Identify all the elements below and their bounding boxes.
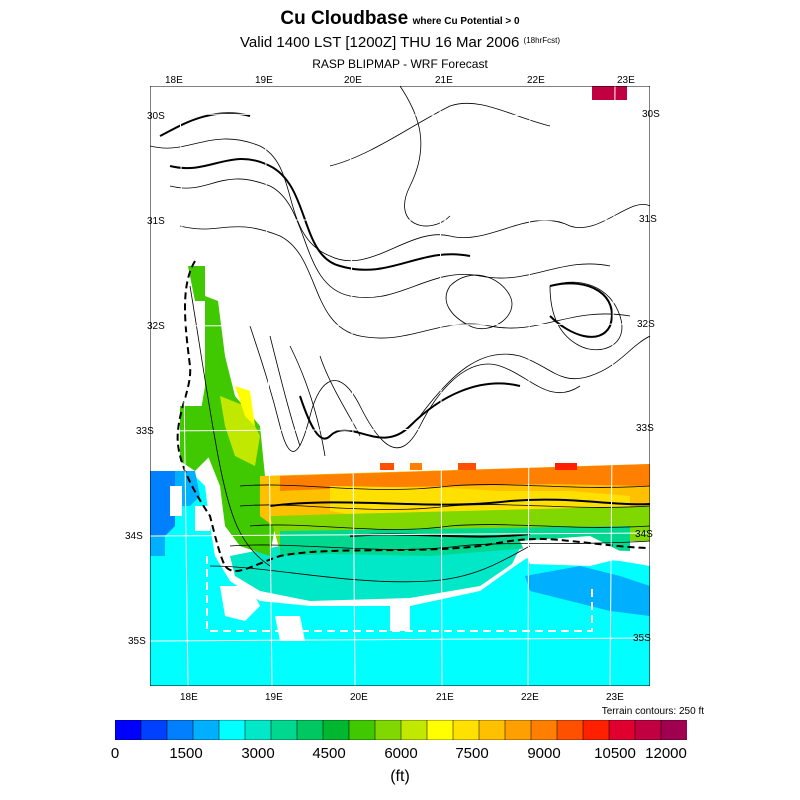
colorbar-swatch (374, 720, 402, 740)
top-lon-label: 20E (344, 75, 362, 86)
colorbar-swatch (270, 720, 298, 740)
left-lat-label: 32S (147, 321, 165, 332)
region-boundary (206, 556, 593, 632)
right-lat-label: 35S (633, 633, 651, 644)
colorbar-swatch (218, 720, 246, 740)
colorbar-swatch (504, 720, 532, 740)
colorbar-label: 3000 (241, 745, 275, 762)
cloudbase-map (150, 86, 650, 686)
colorbar-label: 12000 (645, 745, 687, 762)
colorbar-swatch (530, 720, 558, 740)
left-lat-label: 35S (128, 636, 146, 647)
colorbar-swatch (244, 720, 272, 740)
colorbar-swatch (556, 720, 584, 740)
colorbar-swatch (296, 720, 324, 740)
map-title: Cu Cloudbase where Cu Potential > 0 (0, 8, 800, 30)
colorbar-swatch (400, 720, 428, 740)
colorbar-label: 4500 (312, 745, 346, 762)
colorbar-swatch (582, 720, 610, 740)
title-main: Cu Cloudbase (280, 8, 409, 29)
colorbar-label: 0 (110, 745, 120, 762)
colorbar-swatch (426, 720, 454, 740)
colorbar-label: 10500 (594, 745, 636, 762)
terrain-note: Terrain contours: 250 ft (601, 706, 704, 717)
left-lat-label: 30S (147, 111, 165, 122)
top-lon-label: 21E (435, 75, 453, 86)
colorbar-swatch (634, 720, 662, 740)
coastline (176, 260, 650, 572)
colorbar-swatch (348, 720, 376, 740)
colorbar-swatch (322, 720, 350, 740)
colorbar-swatch (608, 720, 636, 740)
bottom-lon-label: 21E (436, 692, 454, 703)
valid-line: Valid 1400 LST [1200Z] THU 16 Mar 2006 (240, 34, 520, 51)
top-lon-label: 19E (255, 75, 273, 86)
colorbar-swatch (115, 720, 142, 740)
model-line: RASP BLIPMAP - WRF Forecast (312, 57, 488, 71)
colorbar-swatch (452, 720, 480, 740)
bottom-lon-label: 19E (265, 692, 283, 703)
colorbar-label: 1500 (169, 745, 203, 762)
left-lat-label: 31S (147, 216, 165, 227)
forecast-hours: (18hrFcst) (523, 36, 560, 45)
colorbar-swatch (140, 720, 168, 740)
bottom-lon-label: 23E (606, 692, 624, 703)
right-lat-label: 31S (639, 214, 657, 225)
title-qualifier: where Cu Potential > 0 (412, 16, 520, 27)
right-lat-label: 32S (637, 319, 655, 330)
colorbar-label: 6000 (384, 745, 418, 762)
top-lon-label: 23E (617, 75, 635, 86)
bottom-lon-label: 20E (350, 692, 368, 703)
colorbar-label: 9000 (527, 745, 561, 762)
left-lat-label: 34S (125, 531, 143, 542)
right-lat-label: 30S (642, 109, 660, 120)
top-lon-label: 18E (165, 75, 183, 86)
colorbar-swatch (660, 720, 687, 740)
colorbar-label: 7500 (455, 745, 489, 762)
major-contours (159, 112, 650, 538)
right-lat-label: 34S (635, 529, 653, 540)
top-lon-label: 22E (527, 75, 545, 86)
colorbar-swatch (478, 720, 506, 740)
colorbar-swatch (192, 720, 220, 740)
colorbar-swatch (166, 720, 194, 740)
left-lat-label: 33S (136, 426, 154, 437)
colorbar-units: (ft) (390, 768, 410, 785)
right-lat-label: 33S (636, 423, 654, 434)
cloudbase-field (150, 86, 650, 686)
graticule (150, 86, 650, 686)
bottom-lon-label: 18E (180, 692, 198, 703)
valid-time: Valid 1400 LST [1200Z] THU 16 Mar 2006 (… (0, 34, 800, 51)
terrain-contours (150, 86, 650, 583)
bottom-lon-label: 22E (521, 692, 539, 703)
colorbar (115, 720, 687, 740)
